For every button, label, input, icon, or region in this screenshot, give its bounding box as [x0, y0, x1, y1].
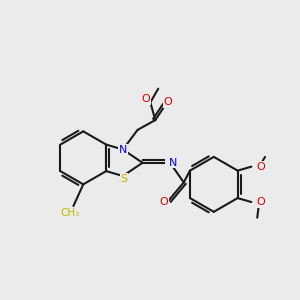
Text: O: O: [160, 197, 169, 207]
Text: N: N: [119, 145, 127, 154]
Text: O: O: [164, 98, 172, 107]
Text: O: O: [256, 197, 265, 207]
Text: O: O: [256, 162, 265, 172]
Text: CH₃: CH₃: [60, 208, 79, 218]
Text: O: O: [141, 94, 150, 104]
Text: N: N: [169, 158, 177, 168]
Text: S: S: [120, 174, 128, 184]
